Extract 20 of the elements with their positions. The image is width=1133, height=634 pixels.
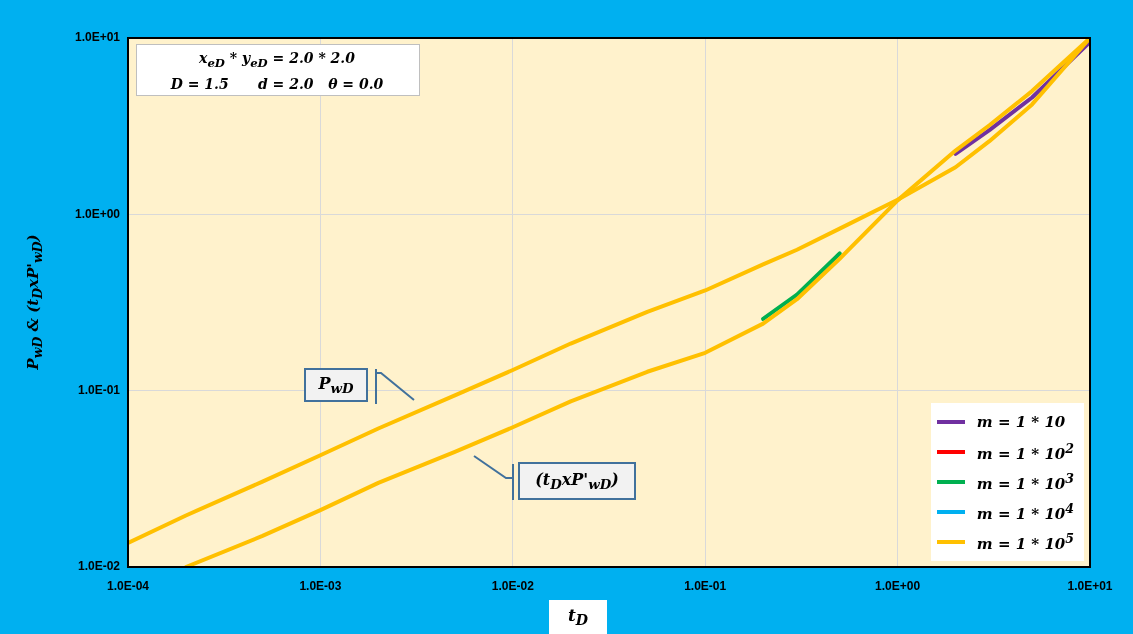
annotation: P$_{wD}$ xyxy=(318,373,354,397)
x-axis-title: t$_{D}$ xyxy=(567,605,589,629)
legend-label: m = 1 * 10$^{3}$ xyxy=(976,471,1074,493)
legend-label: m = 1 * 10$^{4}$ xyxy=(976,501,1074,523)
x-tick-label: 1.0E+01 xyxy=(1067,578,1113,593)
x-tick-label: 1.0E-02 xyxy=(491,578,535,593)
legend-label: m = 1 * 10$^{2}$ xyxy=(976,441,1074,463)
x-tick-label: 1.0E-01 xyxy=(684,578,727,593)
y-tick-label: 1.0E+00 xyxy=(74,206,121,221)
x-tick-label: 1.0E+00 xyxy=(875,578,921,593)
x-tick-label: 1.0E-03 xyxy=(299,578,342,593)
legend-label: m = 1 * 10$^{5}$ xyxy=(976,531,1074,553)
x-tick-label: 1.0E-04 xyxy=(106,578,150,593)
y-tick-label: 1.0E+01 xyxy=(74,30,121,45)
annotation: (t$_{D}$xP'$_{wD}$) xyxy=(535,469,619,493)
annotation: D = 1.5 d = 2.0 θ = 0.0 xyxy=(169,74,385,94)
y-tick-label: 1.0E-02 xyxy=(77,559,121,574)
annotation: x$_{eD}$ * y$_{eD}$ = 2.0 * 2.0 xyxy=(198,49,356,72)
legend-label: m = 1 * 10 xyxy=(976,413,1066,431)
y-tick-label: 1.0E-01 xyxy=(77,382,121,397)
